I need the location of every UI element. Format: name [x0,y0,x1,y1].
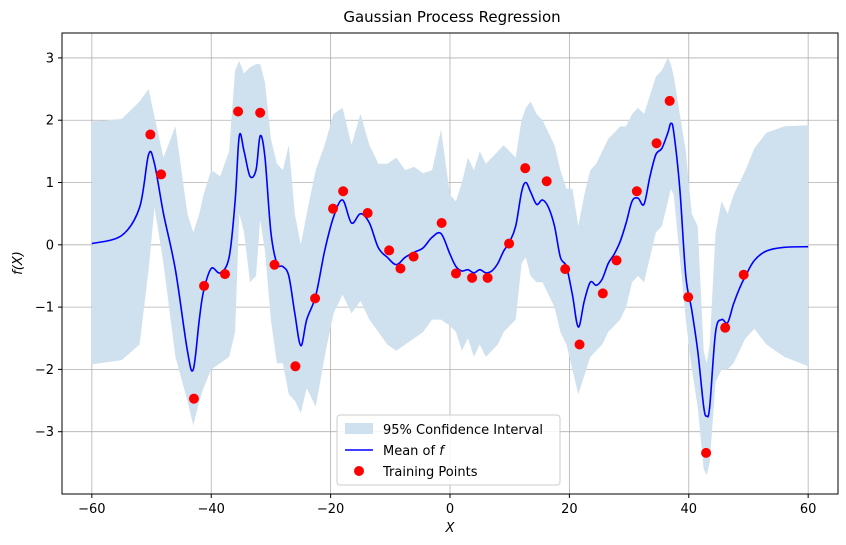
training-point [219,269,230,280]
training-point [408,251,419,262]
y-ticks: −3 −2 −1 0 1 2 3 [35,51,62,440]
legend-band-label: 95% Confidence Interval [383,423,543,438]
chart-title: Gaussian Process Regression [343,8,560,26]
training-point [504,238,515,249]
training-point [338,186,349,197]
training-point [450,268,461,279]
x-tick-label: 20 [561,502,578,517]
training-point [328,203,339,214]
training-point [683,292,694,303]
mean-line [91,122,809,418]
training-point [720,322,731,333]
training-point [541,176,552,187]
training-point [664,95,675,106]
training-point [467,272,478,283]
confidence-band [91,57,809,476]
training-point [255,107,266,118]
x-tick-label: 0 [446,502,454,517]
y-tick-label: −1 [35,301,54,316]
legend-points-swatch [354,466,364,476]
training-point [436,218,447,229]
y-tick-label: 0 [46,238,54,253]
training-point [631,186,642,197]
legend-box [336,414,561,486]
training-point [738,269,749,280]
training-point [597,288,608,299]
x-tick-label: −60 [78,502,105,517]
training-point [560,264,571,275]
training-point [651,138,662,149]
training-point [199,280,210,291]
y-tick-label: 1 [46,176,54,191]
training-point [395,263,406,274]
x-tick-label: 40 [680,502,697,517]
training-point [384,245,395,256]
training-point [233,106,244,117]
x-tick-label: −40 [198,502,225,517]
y-tick-label: −3 [35,425,54,440]
legend: 95% Confidence Interval Mean of f Traini… [336,414,561,486]
legend-band-swatch [345,423,373,434]
training-point [611,255,622,266]
training-point [482,272,493,283]
training-points [145,95,749,458]
training-point [574,339,585,350]
y-axis-label: f(X) [11,251,26,275]
x-tick-label: 60 [800,502,817,517]
x-tick-label: −20 [317,502,344,517]
training-point [188,393,199,404]
training-point [290,361,301,372]
training-point [269,259,280,270]
y-tick-label: −2 [35,363,54,378]
legend-mean-label: Mean of f [383,444,446,459]
x-ticks: −60 −40 −20 0 20 40 60 [78,494,816,517]
training-point [520,163,531,174]
y-tick-label: 3 [46,51,54,66]
legend-points-label: Training Points [382,465,478,480]
x-axis-label: X [445,521,456,536]
y-tick-label: 2 [46,114,54,129]
training-point [701,447,712,458]
training-point [362,208,373,219]
training-point [145,129,156,140]
training-point [156,169,167,180]
training-point [310,293,321,304]
